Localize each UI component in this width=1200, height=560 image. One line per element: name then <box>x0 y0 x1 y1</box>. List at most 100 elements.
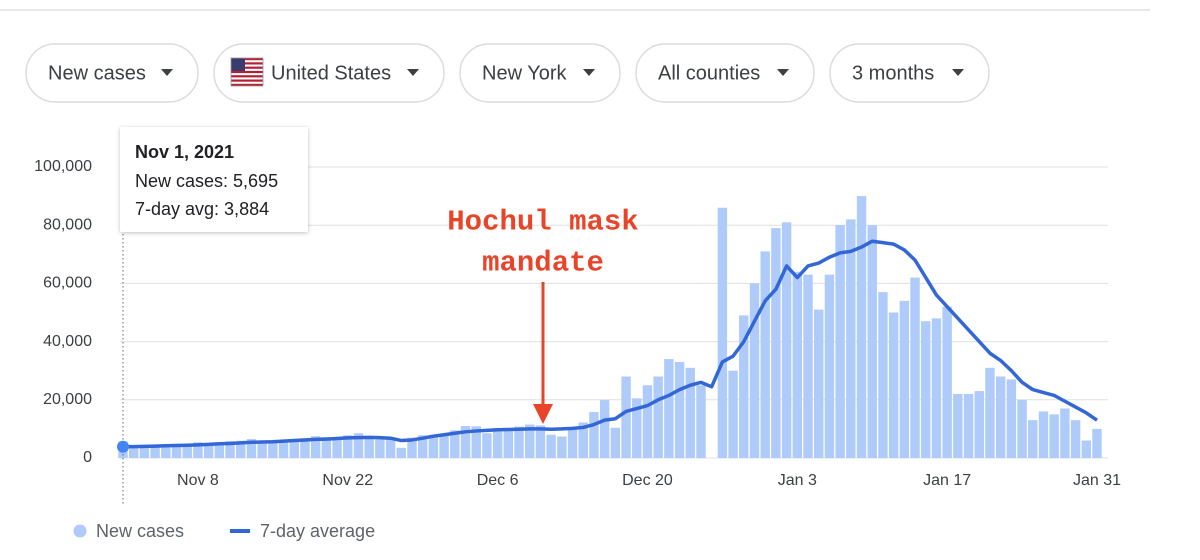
bar <box>995 376 1006 458</box>
bar <box>128 445 139 458</box>
filter-chip[interactable]: All counties <box>635 43 815 103</box>
chip-label: New cases <box>48 62 146 84</box>
bar <box>1017 399 1027 458</box>
bar <box>674 361 685 458</box>
flag-stripe <box>231 75 263 78</box>
bar <box>589 412 599 458</box>
bar <box>653 376 663 458</box>
flag-canton <box>231 58 245 71</box>
bar <box>161 444 171 458</box>
bar <box>1006 379 1017 458</box>
bar <box>1028 420 1038 458</box>
bar <box>246 439 257 458</box>
bar <box>974 391 984 458</box>
flag-border <box>230 57 264 87</box>
y-tick-label: 80,000 <box>43 216 92 233</box>
x-tick-label: Jan 3 <box>778 472 817 489</box>
bar <box>289 439 299 458</box>
tooltip-title: Nov 1, 2021 <box>135 142 234 162</box>
bar <box>760 251 770 458</box>
dropdown-arrow <box>161 69 173 76</box>
bar <box>482 433 492 458</box>
filter-bar: New cases United States New York All counti… <box>25 43 990 103</box>
bar <box>632 398 642 458</box>
flag-stripe <box>231 79 263 82</box>
legend: New cases 7-day average <box>73 521 375 541</box>
bar <box>599 400 610 458</box>
bar <box>375 437 385 458</box>
chip-background <box>25 43 199 103</box>
bar <box>546 434 556 458</box>
bar <box>514 426 524 458</box>
x-tick-label: Dec 6 <box>477 472 519 489</box>
bar <box>781 222 792 458</box>
bar <box>985 367 995 458</box>
annotation-arrow-head <box>533 404 553 424</box>
x-tick-label: Jan 31 <box>1073 472 1121 489</box>
bar <box>321 437 332 458</box>
bar <box>1038 411 1049 458</box>
bar <box>1060 408 1070 458</box>
bar <box>203 443 214 458</box>
bar <box>193 442 203 458</box>
chip-label: New York <box>482 62 567 84</box>
y-tick-label: 20,000 <box>43 391 92 408</box>
legend-label: New cases <box>96 521 184 541</box>
bar <box>300 438 310 458</box>
bar <box>1070 420 1081 458</box>
chip-label: All counties <box>658 62 760 84</box>
x-tick-label: Nov 8 <box>177 472 219 489</box>
legend-label: 7-day average <box>260 521 375 541</box>
bar <box>225 441 235 458</box>
average-line <box>122 239 1098 449</box>
flag-stripe <box>231 83 263 86</box>
bar <box>824 274 835 458</box>
bar <box>343 435 353 458</box>
bar <box>814 309 824 458</box>
filter-chip[interactable]: New cases <box>25 43 199 103</box>
bar <box>621 376 631 458</box>
flag-stripe <box>231 62 263 65</box>
x-tick-label: Nov 22 <box>322 472 373 489</box>
bar <box>471 426 481 458</box>
bar <box>535 425 546 458</box>
bar <box>921 321 931 458</box>
bar <box>428 434 439 458</box>
bar <box>450 430 460 458</box>
filter-chip[interactable]: United States <box>213 43 445 103</box>
bar <box>150 444 160 458</box>
bar <box>257 441 267 458</box>
filter-chip[interactable]: New York <box>459 43 621 103</box>
y-tick-label: 0 <box>83 449 92 466</box>
bar <box>567 428 578 458</box>
bar <box>578 422 588 458</box>
bar <box>214 442 225 458</box>
flag-stripe <box>231 58 263 61</box>
hover-point <box>117 440 129 453</box>
bar <box>353 433 364 458</box>
bar <box>664 359 674 458</box>
bar <box>236 440 246 458</box>
tooltip-line: 7-day avg: 3,884 <box>135 199 269 219</box>
chip-background <box>829 43 990 103</box>
dropdown-arrow <box>407 69 419 76</box>
bar <box>407 437 417 458</box>
filter-chip[interactable]: 3 months <box>829 43 990 103</box>
bar <box>739 315 749 458</box>
bar <box>557 436 567 458</box>
bar <box>685 367 695 458</box>
bar <box>139 445 150 458</box>
bar <box>182 446 192 458</box>
bar <box>417 435 428 458</box>
bar <box>642 385 653 458</box>
tooltip: Nov 1, 2021 New cases: 5,695 7-day avg: 3,… <box>120 127 308 232</box>
bar <box>696 385 706 458</box>
bar <box>878 292 888 458</box>
y-tick-label: 100,000 <box>34 158 92 175</box>
bar <box>953 393 963 458</box>
plot: 0 20,000 40,000 60,000 80,000 100,000 Nov 8 Nov… <box>34 127 1121 541</box>
bar <box>835 225 845 458</box>
bar <box>910 277 920 458</box>
bar <box>171 443 182 458</box>
